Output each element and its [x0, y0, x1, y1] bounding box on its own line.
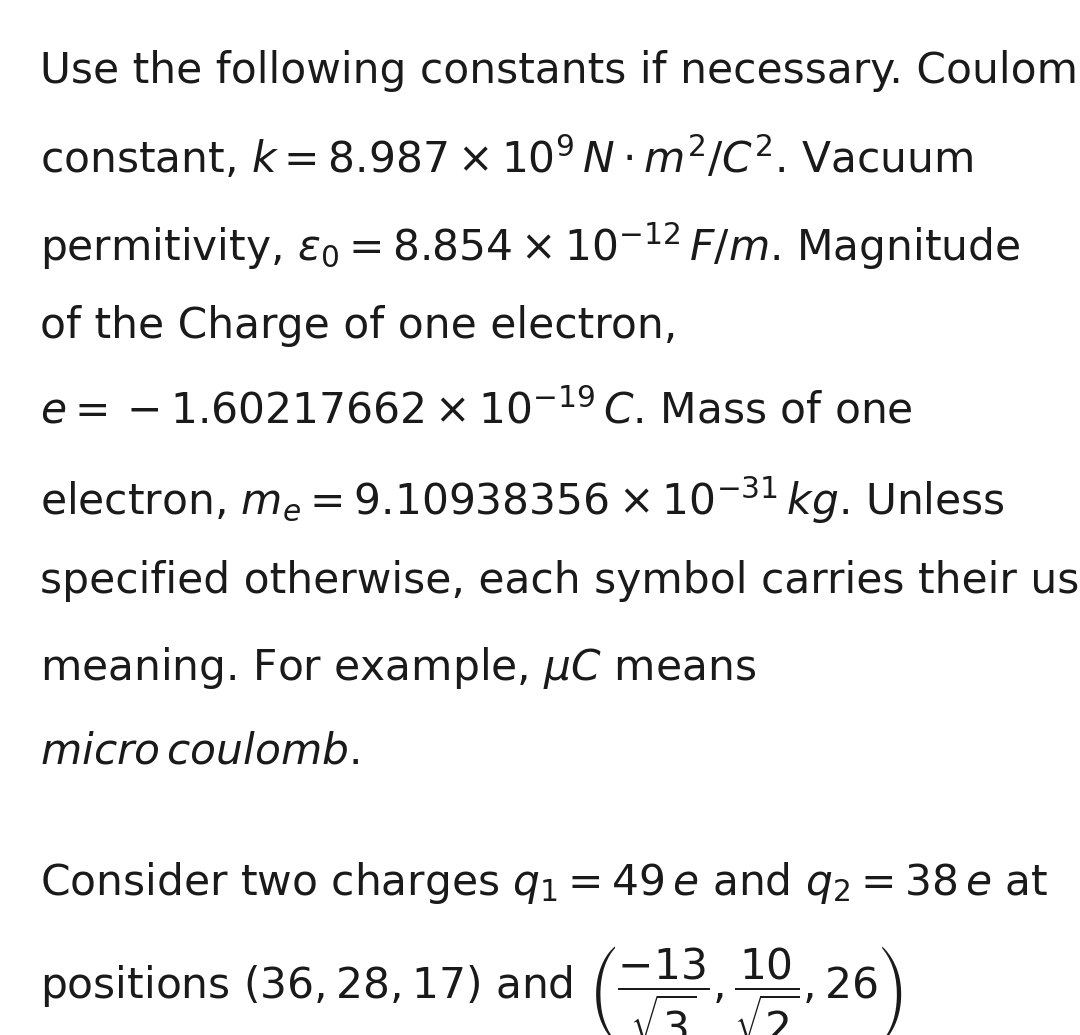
- Text: electron, $m_e = 9.10938356 \times 10^{-31}\, kg$. Unless: electron, $m_e = 9.10938356 \times 10^{-…: [40, 475, 1004, 527]
- Text: meaning. For example, $\mu C$ means: meaning. For example, $\mu C$ means: [40, 645, 756, 691]
- Text: permitivity, $\epsilon_0 = 8.854 \times 10^{-12}\, F/m$. Magnitude: permitivity, $\epsilon_0 = 8.854 \times …: [40, 220, 1021, 271]
- Text: of the Charge of one electron,: of the Charge of one electron,: [40, 305, 677, 347]
- Text: Use the following constants if necessary. Coulomb: Use the following constants if necessary…: [40, 50, 1080, 92]
- Text: $e = -1.60217662 \times 10^{-19}\, C$. Mass of one: $e = -1.60217662 \times 10^{-19}\, C$. M…: [40, 390, 913, 433]
- Text: positions $(36, 28, 17)$ and $\left(\dfrac{-13}{\sqrt{3}}, \dfrac{10}{\sqrt{2}},: positions $(36, 28, 17)$ and $\left(\dfr…: [40, 945, 902, 1035]
- Text: constant, $k = 8.987 \times 10^{9}\, N \cdot m^2/C^2$. Vacuum: constant, $k = 8.987 \times 10^{9}\, N \…: [40, 135, 973, 182]
- Text: $\mathit{micro\,coulomb}$.: $\mathit{micro\,coulomb}$.: [40, 730, 360, 772]
- Text: specified otherwise, each symbol carries their usual: specified otherwise, each symbol carries…: [40, 560, 1080, 602]
- Text: Consider two charges $q_1 = 49\, e$ and $q_2 = 38\, e$ at: Consider two charges $q_1 = 49\, e$ and …: [40, 860, 1049, 906]
